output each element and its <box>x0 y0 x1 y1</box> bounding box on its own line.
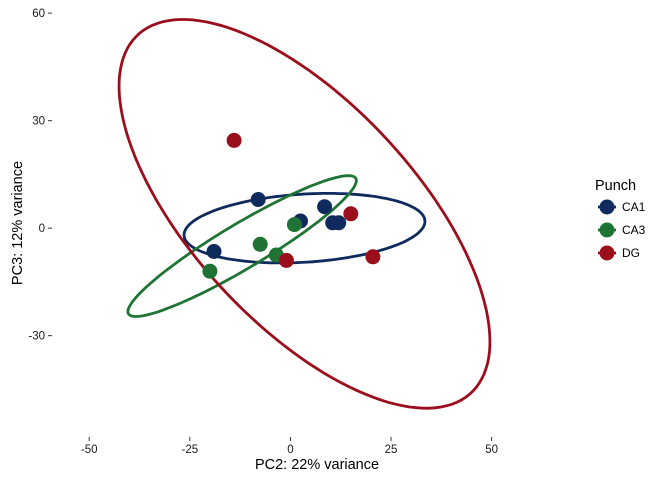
y-axis-title: PC3: 12% variance <box>10 161 26 285</box>
legend: Punch CA1 CA3 DG <box>595 178 646 261</box>
point-dg <box>365 249 381 265</box>
legend-key-marker <box>599 245 615 261</box>
points-layer <box>202 132 381 279</box>
x-tick-label: -25 <box>181 444 198 456</box>
legend-label: CA1 <box>622 200 646 214</box>
point-ca3 <box>202 263 218 279</box>
point-ca3 <box>286 217 302 233</box>
point-dg <box>278 252 294 268</box>
legend-label: CA3 <box>622 223 646 237</box>
point-ca1 <box>317 199 333 215</box>
point-dg <box>343 206 359 222</box>
point-ca3 <box>252 236 268 252</box>
point-dg <box>226 132 242 148</box>
x-tick-label: -50 <box>81 444 98 456</box>
ellipse-ca3 <box>126 174 358 318</box>
ellipse-dg <box>117 18 492 410</box>
y-axis: -30 0 30 60 <box>28 8 52 343</box>
y-tick-label: 60 <box>32 8 45 20</box>
x-tick-label: 50 <box>485 444 498 456</box>
y-tick-label: -30 <box>28 331 45 343</box>
point-ca1 <box>206 244 222 259</box>
x-axis: -50 -25 0 25 50 <box>81 437 498 456</box>
ellipses-layer <box>117 18 492 410</box>
legend-items: CA1 CA3 DG <box>598 199 646 261</box>
x-tick-label: 25 <box>385 444 398 456</box>
y-tick-label: 0 <box>39 223 45 235</box>
legend-key-marker <box>599 222 615 238</box>
legend-item-dg: DG <box>598 245 640 261</box>
legend-item-ca1: CA1 <box>598 199 646 215</box>
legend-title: Punch <box>595 178 636 194</box>
x-tick-label: 0 <box>287 444 293 456</box>
point-ca1 <box>331 215 347 231</box>
legend-label: DG <box>622 246 640 260</box>
y-tick-label: 30 <box>32 116 45 128</box>
x-axis-title: PC2: 22% variance <box>255 457 379 473</box>
point-ca1 <box>250 192 266 207</box>
legend-item-ca3: CA3 <box>598 222 646 238</box>
legend-key-marker <box>599 199 615 215</box>
